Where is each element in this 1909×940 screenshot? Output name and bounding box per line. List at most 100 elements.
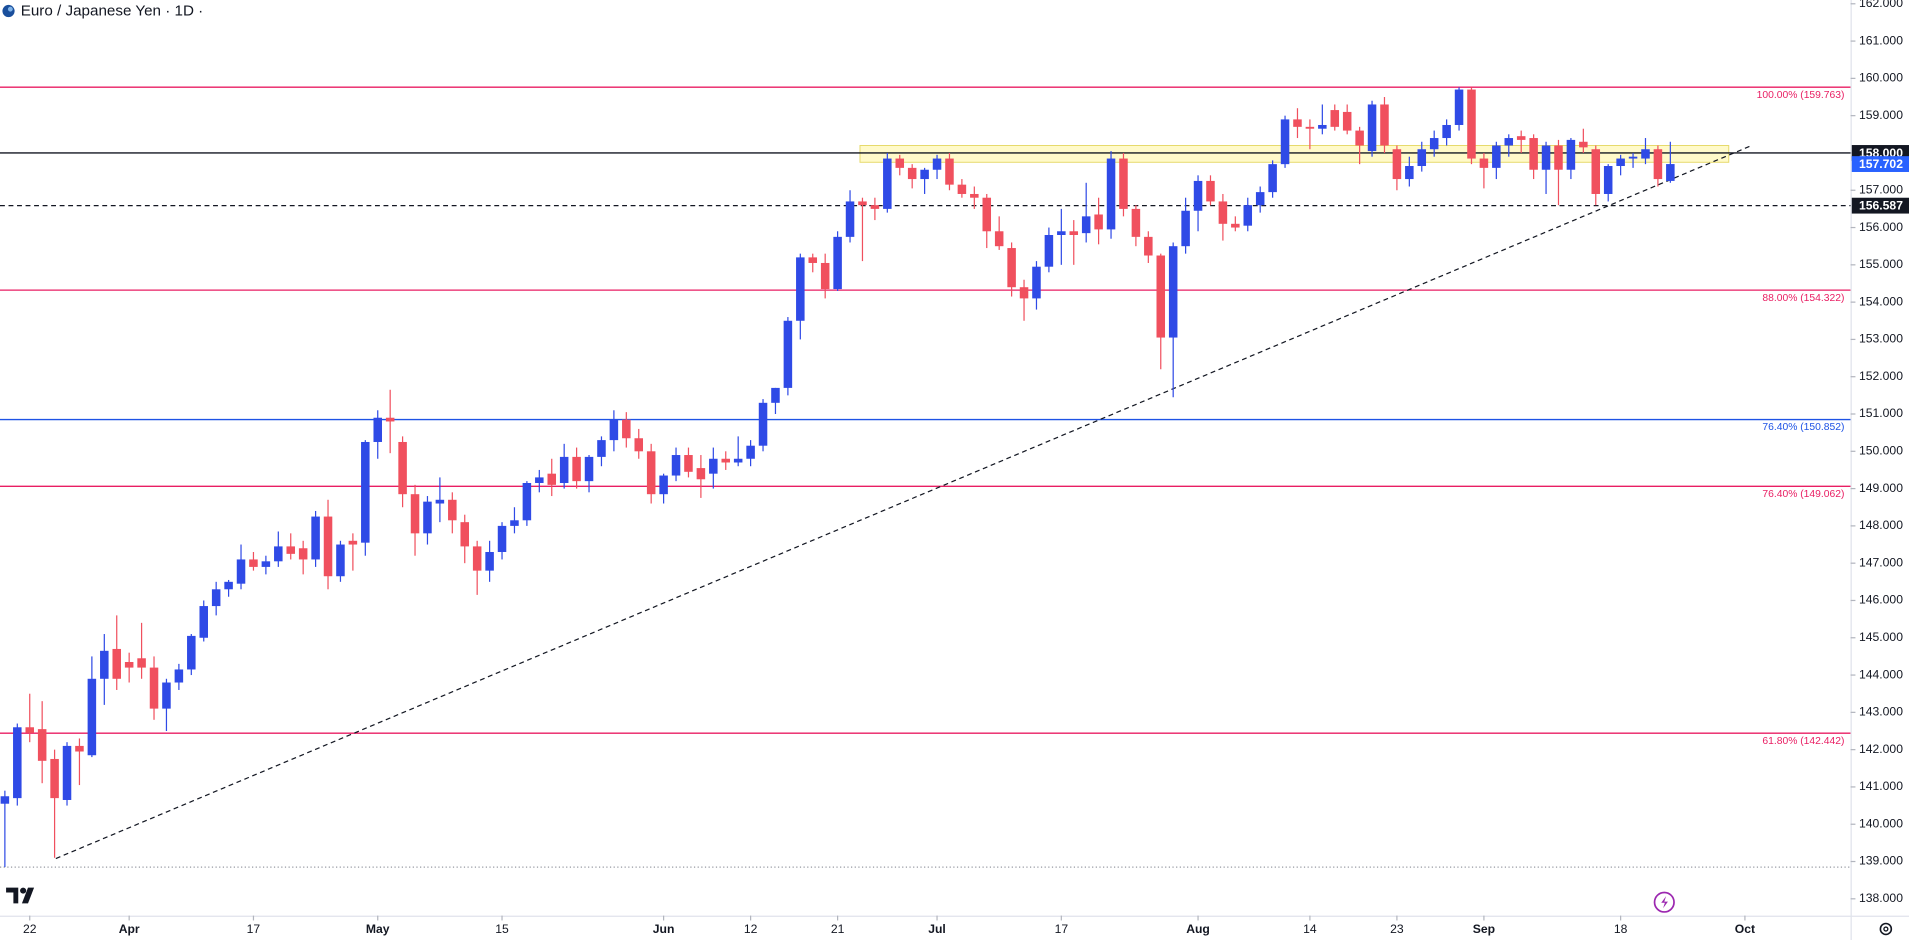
- candle-body: [1057, 231, 1066, 236]
- gear-inner: [1883, 926, 1889, 932]
- candle-body: [174, 669, 184, 683]
- candle-body: [1454, 89, 1464, 125]
- symbol-header[interactable]: Euro / Japanese Yen · 1D ·: [2, 3, 203, 20]
- y-tick-label: 142.000: [1859, 742, 1903, 756]
- x-tick-label: May: [366, 922, 390, 936]
- lightning-button[interactable]: [1653, 891, 1675, 913]
- x-tick-label: 14: [1303, 922, 1317, 936]
- candle-body: [1591, 149, 1601, 194]
- candle-body: [1144, 236, 1153, 256]
- candle-body: [0, 796, 10, 804]
- candle-body: [124, 662, 134, 668]
- x-tick-label: Jul: [928, 922, 946, 936]
- candle-body: [435, 499, 445, 504]
- candle-body: [907, 167, 917, 180]
- price-tag: [1851, 197, 1909, 214]
- candle-body: [1268, 164, 1277, 193]
- candle-body: [1168, 246, 1178, 338]
- y-tick-label: 147.000: [1859, 555, 1903, 569]
- candle-body: [1603, 166, 1613, 194]
- candle-body: [895, 158, 905, 168]
- candle-body: [286, 546, 296, 554]
- candle-body: [137, 658, 146, 668]
- x-tick-label: 21: [831, 922, 845, 936]
- candle-body: [1442, 124, 1451, 139]
- candle-body: [1044, 235, 1054, 267]
- x-tick-label: Jun: [653, 922, 675, 936]
- candle-body: [1516, 136, 1526, 140]
- candle-body: [808, 257, 818, 263]
- tradingview-logo[interactable]: [6, 887, 35, 904]
- candle-body: [1355, 130, 1364, 146]
- logo-part: [21, 887, 35, 904]
- y-tick-label: 139.000: [1859, 854, 1903, 868]
- y-tick-label: 156.000: [1859, 220, 1903, 234]
- candle-body: [149, 667, 159, 709]
- candle-body: [1380, 104, 1389, 146]
- candle-body: [249, 559, 258, 567]
- candle-body: [373, 417, 383, 442]
- candle-body: [1206, 180, 1215, 202]
- candle-body: [696, 468, 706, 480]
- price-tag-label: 157.702: [1859, 157, 1903, 171]
- price-tag: [1851, 156, 1909, 172]
- candle-body: [1541, 145, 1551, 170]
- candle-body: [1243, 205, 1253, 226]
- candle-body: [1616, 158, 1625, 167]
- candle-body: [1628, 156, 1638, 159]
- candle-body: [1293, 119, 1302, 127]
- candle-body: [199, 606, 208, 638]
- candle-body: [1193, 180, 1203, 211]
- candle-body: [684, 455, 693, 472]
- candle-body: [845, 201, 855, 237]
- candle-body: [448, 499, 457, 521]
- x-tick-label: 18: [1614, 922, 1628, 936]
- candle-body: [460, 522, 470, 547]
- y-tick-label: 159.000: [1859, 108, 1903, 122]
- symbol-icon: [2, 4, 15, 18]
- candle-body: [1529, 138, 1538, 170]
- y-tick-label: 143.000: [1859, 705, 1903, 719]
- x-tick-label: 17: [247, 922, 261, 936]
- y-tick-label: 152.000: [1859, 369, 1903, 383]
- candle-body: [224, 581, 233, 590]
- candle-body: [522, 482, 532, 521]
- lightning-icon: [1661, 896, 1668, 909]
- candle-body: [1255, 192, 1265, 206]
- candle-body: [609, 419, 619, 441]
- candle-body: [1330, 110, 1340, 127]
- candle-body: [1566, 139, 1576, 170]
- y-tick-label: 140.000: [1859, 816, 1903, 830]
- candle-body: [1405, 166, 1414, 180]
- candle-body: [1579, 141, 1588, 148]
- settings-button[interactable]: [1879, 922, 1893, 936]
- plot-area: 100.00% (159.763) 88.00% (154.322) 76.40% …: [0, 86, 1851, 868]
- candle-body: [982, 197, 992, 232]
- symbol-icon-dot: [7, 6, 13, 12]
- logo-part: [20, 887, 27, 894]
- candle-body: [1181, 210, 1190, 247]
- candle-body: [870, 205, 880, 209]
- candle-body: [1429, 138, 1439, 150]
- level-label: 61.80% (142.442): [1762, 736, 1844, 747]
- candle-body: [597, 440, 606, 457]
- x-tick-label: 22: [23, 922, 37, 936]
- y-tick-label: 157.000: [1859, 182, 1903, 196]
- resistance-zone: [859, 145, 1730, 163]
- lightning-circle: [1653, 891, 1675, 913]
- y-tick-label: 141.000: [1859, 779, 1903, 793]
- candle-body: [236, 559, 246, 584]
- candle-body: [1032, 266, 1041, 299]
- candle-body: [1218, 201, 1228, 224]
- candle-body: [211, 589, 221, 607]
- x-tick-label: Apr: [119, 922, 140, 936]
- candle-body: [62, 745, 72, 800]
- candle-body: [1492, 145, 1501, 168]
- candle-body: [25, 727, 34, 733]
- candle-body: [796, 257, 805, 321]
- candle-body: [559, 456, 569, 483]
- candle-body: [1119, 158, 1128, 209]
